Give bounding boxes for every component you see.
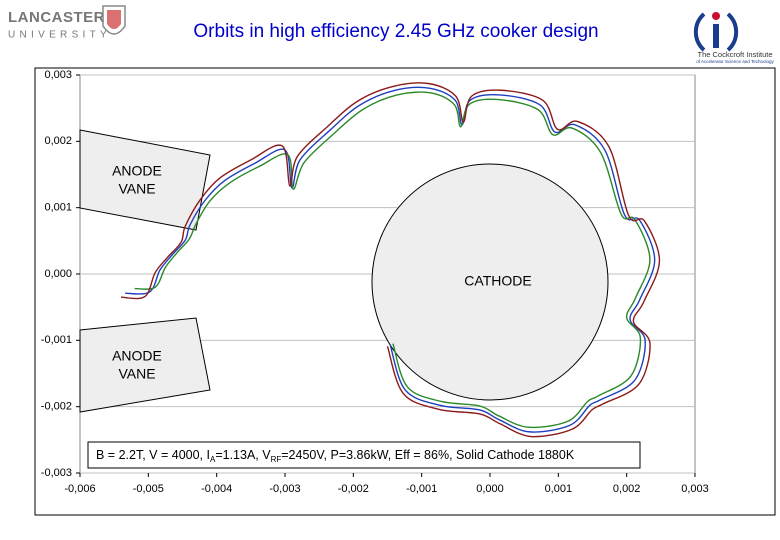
y-tick-label: -0,003 [41, 467, 72, 479]
anode-label: VANE [118, 181, 155, 197]
annotation-part: =2450V, P=3.86kW, Eff = 86%, Solid Catho… [281, 448, 575, 462]
logo-name: LANCASTER [8, 9, 105, 26]
x-tick-label: -0,003 [269, 483, 300, 495]
slide-title: Orbits in high efficiency 2.45 GHz cooke… [193, 21, 598, 42]
y-tick-label: 0,001 [44, 202, 72, 214]
x-tick-label: 0,003 [681, 483, 709, 495]
y-tick-label: 0,002 [44, 135, 72, 147]
annotation-part: B = 2.2T, V = 4000, I [96, 448, 210, 462]
logo-sub: UNIVERSITY [8, 30, 111, 41]
annotation-part: =1.13A, V [215, 448, 271, 462]
logo-arc [726, 12, 739, 52]
lancaster-logo: LANCASTER UNIVERSITY [8, 5, 126, 41]
annotation-subscript: A [210, 455, 216, 464]
cathode [371, 163, 609, 401]
x-tick-label: -0,004 [201, 483, 232, 495]
x-tick-label: -0,002 [338, 483, 369, 495]
anode-label: ANODE [112, 163, 162, 179]
x-tick-label: -0,005 [133, 483, 164, 495]
x-tick-label: 0,000 [476, 483, 504, 495]
anode-vane [79, 317, 211, 413]
y-tick-label: -0,001 [41, 334, 72, 346]
annotation: B = 2.2T, V = 4000, IA=1.13A, VRF=2450V,… [96, 448, 575, 464]
y-tick-label: -0,002 [41, 401, 72, 413]
orbit [120, 82, 661, 438]
logo-stem [713, 24, 719, 48]
x-tick-label: -0,001 [406, 483, 437, 495]
logo-arc [693, 12, 706, 52]
anode-vane [79, 129, 211, 231]
logo-sub: of Accelerator Science and Technology [696, 59, 774, 64]
logo-shield [102, 5, 126, 35]
x-tick-label: -0,006 [64, 483, 95, 495]
anode-label: ANODE [112, 348, 162, 364]
annotation-box [87, 441, 641, 469]
logo-dot [712, 12, 720, 20]
x-tick-label: 0,001 [545, 483, 573, 495]
x-tick-label: 0,002 [613, 483, 641, 495]
logo-name: The Cockcroft Institute [697, 50, 772, 59]
annotation-subscript: RF [271, 455, 282, 464]
y-tick-label: 0,000 [44, 268, 72, 280]
y-tick-label: 0,003 [44, 69, 72, 81]
orbit [125, 86, 656, 433]
anode-label: VANE [118, 366, 155, 382]
orbit [134, 91, 651, 429]
cockcroft-logo: The Cockcroft Institute of Accelerator S… [693, 12, 774, 64]
logo-shield-fill [107, 10, 121, 29]
cathode-label: CATHODE [464, 273, 531, 289]
